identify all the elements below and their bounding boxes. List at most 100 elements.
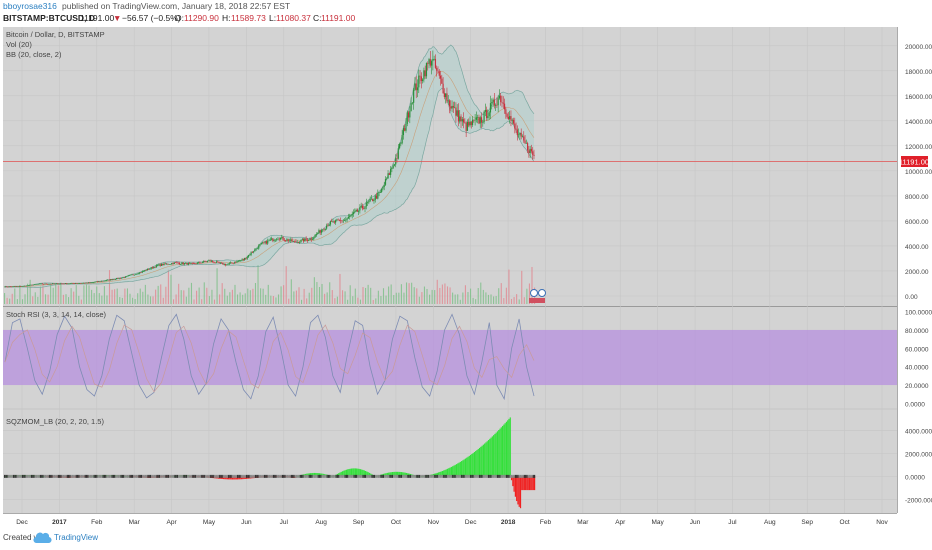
momentum-pane[interactable] (3, 410, 897, 513)
squeeze-dot (106, 474, 108, 478)
candle-body (62, 283, 64, 285)
stoch-legend[interactable]: Stoch RSI (3, 3, 14, 14, close) (6, 310, 107, 319)
candle-body (364, 206, 366, 209)
squeeze-dot (277, 474, 280, 478)
candle-body (53, 283, 55, 285)
squeeze-dot (18, 474, 20, 478)
volume-bar (413, 287, 415, 304)
vol-legend[interactable]: Vol (20) (6, 40, 32, 49)
squeeze-dot (32, 474, 34, 478)
squeeze-dot (112, 474, 115, 478)
squeeze-dot (229, 474, 231, 478)
event-markers[interactable] (529, 289, 546, 304)
momentum-bar (403, 472, 405, 477)
author-name[interactable]: bboyrosae316 (3, 1, 57, 11)
squeeze-dot (117, 474, 120, 478)
squeeze-dot (196, 474, 198, 478)
dividend-marker-icon[interactable] (538, 289, 546, 297)
candle-body (17, 286, 19, 288)
squeeze-dot (288, 474, 290, 478)
squeeze-dot (240, 474, 243, 478)
squeeze-dot (425, 474, 427, 478)
candle-body (355, 209, 357, 212)
candle-body (187, 263, 189, 265)
momentum-bar (446, 468, 449, 477)
squeeze-dot (476, 474, 478, 478)
squeeze-dot (170, 474, 172, 478)
volume-bar (452, 292, 454, 304)
squeeze-dot (129, 474, 131, 478)
momentum-bar (530, 476, 532, 491)
volume-bar (249, 290, 251, 304)
volume-bar (162, 297, 164, 304)
tradingview-logo-icon[interactable] (33, 532, 52, 544)
squeeze-dot (89, 474, 91, 478)
squeeze-dot (29, 474, 31, 478)
time-tick-label: 2017 (52, 519, 67, 526)
price-pane[interactable] (3, 27, 897, 306)
tradingview-brand[interactable]: TradingView (54, 533, 98, 542)
candle-body (451, 105, 453, 109)
squeeze-dot (38, 474, 40, 478)
candle-body (352, 212, 355, 214)
momentum-bar (500, 427, 502, 477)
squeeze-dot (20, 474, 22, 478)
volume-bar (444, 283, 446, 304)
time-tick-label: Mar (577, 519, 589, 526)
momentum-bar (444, 469, 446, 477)
candle-body (455, 107, 457, 116)
squeeze-dot (514, 474, 516, 478)
candle-body (123, 277, 125, 279)
candle-body (323, 229, 325, 231)
candle-body (64, 283, 67, 284)
candle-body (131, 274, 133, 276)
candle-body (281, 236, 283, 238)
momentum-bar (391, 472, 394, 477)
squeeze-dot (220, 474, 222, 478)
volume-bar (14, 288, 16, 304)
squeeze-dot (59, 474, 61, 478)
candle-body (236, 261, 238, 263)
squeeze-dot (494, 474, 496, 478)
main-legend[interactable]: Bitcoin / Dollar, D, BITSTAMP (6, 30, 105, 39)
candle-body (297, 241, 300, 243)
momentum-legend[interactable]: SQZMOM_LB (20, 2, 20, 1.5) (6, 417, 104, 426)
candle-body (272, 238, 274, 241)
candle-body (90, 282, 92, 284)
close-label: C: (313, 13, 322, 23)
change-value: −56.57 (−0.5%) (122, 13, 181, 23)
volume-bar (313, 277, 315, 304)
candle-body (201, 262, 204, 263)
candle-body (130, 274, 132, 276)
squeeze-dot (189, 474, 191, 478)
candle-body (145, 270, 147, 271)
squeeze-dot (39, 474, 42, 478)
candle-body (84, 282, 86, 284)
volume-bar (324, 293, 326, 304)
squeeze-dot (274, 474, 276, 478)
candle-body (181, 262, 183, 265)
momentum-tick-label: 0.0000 (905, 474, 925, 481)
volume-bar (362, 287, 364, 304)
candle-body (469, 121, 471, 126)
squeeze-dot (522, 474, 524, 478)
time-tick-label: Apr (615, 519, 626, 526)
momentum-bar (354, 468, 356, 477)
dividend-marker-icon[interactable] (530, 289, 538, 297)
volume-bar (385, 295, 387, 304)
candle-body (128, 275, 131, 276)
candle-body (313, 237, 315, 240)
momentum-bar (338, 473, 340, 477)
squeeze-dot (266, 474, 268, 478)
candle-body (9, 286, 12, 288)
volume-bar (354, 288, 356, 304)
squeeze-dot (102, 474, 104, 478)
squeeze-dot (174, 474, 176, 478)
squeeze-dot (27, 474, 29, 478)
squeeze-dot (302, 474, 304, 478)
squeeze-dot (317, 474, 319, 478)
squeeze-dot (531, 474, 533, 478)
volume-bar (114, 289, 116, 304)
bb-legend[interactable]: BB (20, close, 2) (6, 50, 62, 59)
squeeze-dot (446, 474, 449, 478)
